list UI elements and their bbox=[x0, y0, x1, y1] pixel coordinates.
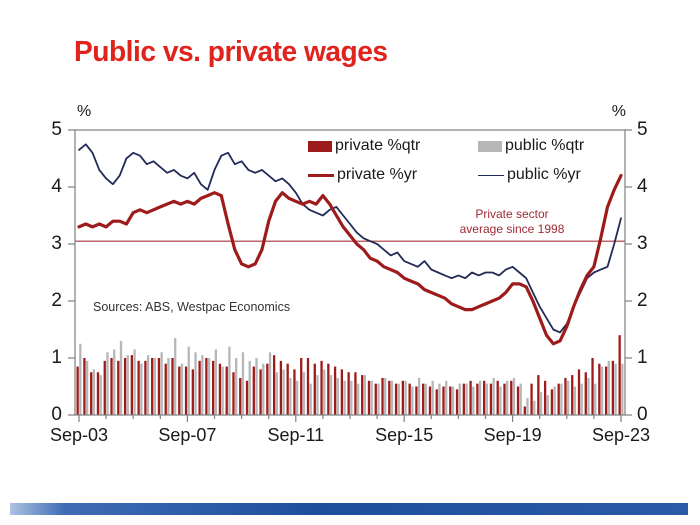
private-qtr-bars bbox=[76, 335, 621, 415]
legend-label-private-qtr: private %qtr bbox=[335, 137, 421, 154]
y-axis-unit-right: % bbox=[611, 103, 626, 120]
y-tick-label-right: 1 bbox=[637, 347, 648, 368]
footer-accent-bar bbox=[10, 503, 688, 515]
reference-annotation: Private sector average since 1998 bbox=[428, 207, 596, 237]
legend: private %qtr public %qtr private %yr pub… bbox=[308, 137, 584, 184]
x-tick-label: Sep-23 bbox=[591, 425, 651, 445]
legend-item-public-qtr: public %qtr bbox=[478, 137, 584, 155]
y-tick-label-right: 4 bbox=[637, 176, 648, 197]
legend-label-public-qtr: public %qtr bbox=[505, 137, 585, 154]
x-tick-label: Sep-11 bbox=[267, 425, 325, 445]
public-qtr-swatch-icon bbox=[478, 140, 502, 152]
y-tick-label-right: 0 bbox=[637, 404, 648, 425]
y-tick-label-left: 5 bbox=[51, 119, 62, 140]
public-yr-line bbox=[78, 143, 622, 334]
legend-item-private-qtr: private %qtr bbox=[308, 137, 478, 155]
legend-label-private-yr: private %yr bbox=[337, 166, 418, 183]
y-tick-label-left: 2 bbox=[51, 290, 62, 311]
x-tick-label: Sep-19 bbox=[483, 425, 542, 445]
legend-item-private-yr: private %yr bbox=[308, 166, 478, 184]
y-axis-unit-left: % bbox=[77, 103, 92, 120]
chart-title: Public vs. private wages bbox=[74, 36, 388, 68]
x-tick-label: Sep-03 bbox=[49, 425, 109, 445]
sources-note: Sources: ABS, Westpac Economics bbox=[93, 300, 291, 314]
y-tick-label-left: 1 bbox=[51, 347, 62, 368]
reference-annotation-line1: Private sector bbox=[475, 207, 549, 221]
private-qtr-swatch-icon bbox=[308, 140, 332, 152]
y-tick-label-left: 3 bbox=[51, 233, 62, 254]
public-qtr-bars bbox=[79, 338, 624, 415]
x-tick-label: Sep-07 bbox=[158, 425, 217, 445]
y-tick-label-right: 2 bbox=[637, 290, 648, 311]
y-tick-label-left: 0 bbox=[51, 404, 62, 425]
reference-annotation-line2: average since 1998 bbox=[459, 222, 565, 236]
y-tick-label-right: 3 bbox=[637, 233, 648, 254]
y-tick-label-right: 5 bbox=[637, 119, 648, 140]
private-yr-line-swatch-icon bbox=[308, 173, 334, 177]
y-tick-label-left: 4 bbox=[51, 176, 62, 197]
public-yr-line-swatch-icon bbox=[478, 174, 504, 176]
x-tick-label: Sep-15 bbox=[375, 425, 434, 445]
legend-label-public-yr: public %yr bbox=[507, 166, 581, 183]
private-yr-line bbox=[77, 174, 623, 346]
legend-item-public-yr: public %yr bbox=[478, 166, 584, 184]
axis-ticks bbox=[68, 129, 632, 422]
